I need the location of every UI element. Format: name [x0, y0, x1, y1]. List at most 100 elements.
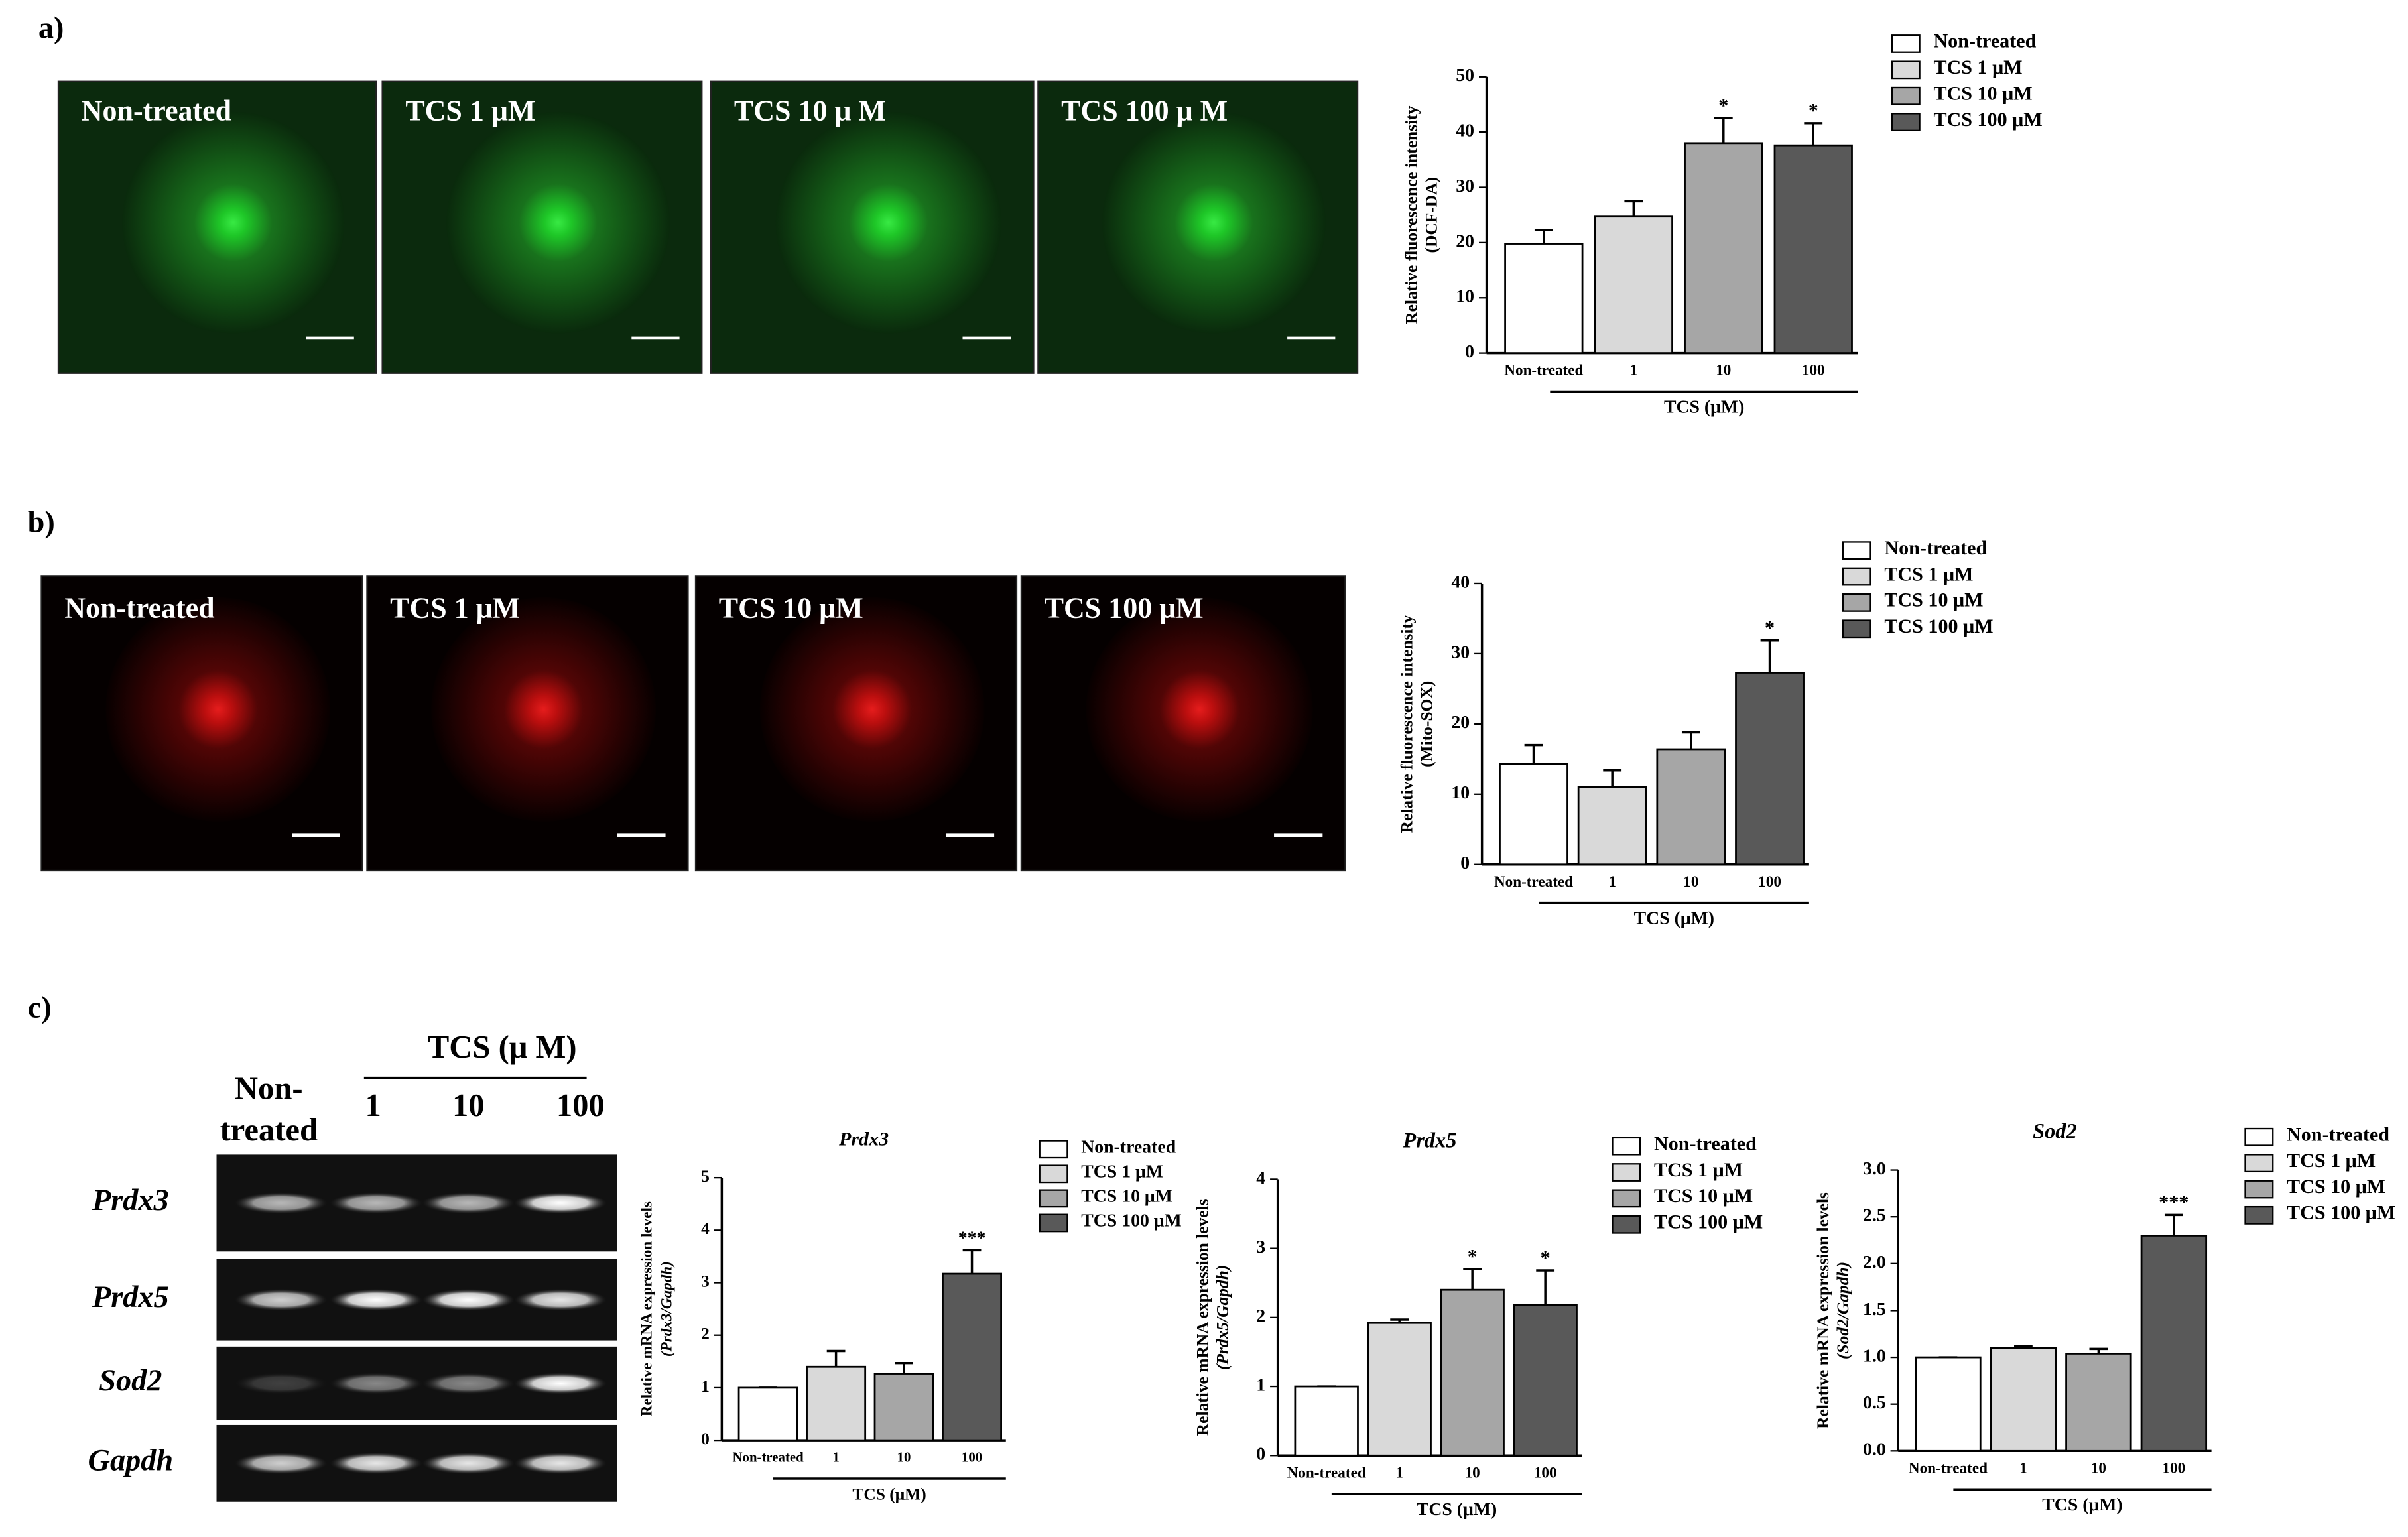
legend-label: Non-treated	[1654, 1132, 1757, 1154]
gel-band	[514, 1192, 607, 1214]
x-tick-label: 100	[2162, 1459, 2185, 1477]
legend-label: TCS 10 μM	[1884, 589, 1983, 611]
gel-row-label: Gapdh	[88, 1444, 174, 1477]
legend-label: TCS 100 μM	[2287, 1201, 2395, 1224]
y-tick-label: 2.0	[1863, 1252, 1886, 1272]
legend-label: TCS 1 μM	[1884, 562, 1973, 585]
chart-title: Sod2	[2033, 1119, 2077, 1143]
x-tick-label: 100	[1534, 1464, 1557, 1481]
y-tick-label: 2	[701, 1324, 710, 1343]
x-tick-label: Non-treated	[1504, 362, 1583, 379]
gel-band	[330, 1452, 422, 1475]
y-tick-label: 3	[701, 1271, 710, 1290]
y-axis-label: (Mito-SOX)	[1417, 681, 1436, 767]
x-tick-label: 10	[1716, 362, 1731, 379]
bar	[806, 1365, 867, 1442]
x-tick-label: 1	[1395, 1464, 1403, 1481]
legend-swatch	[1842, 567, 1871, 586]
bar	[737, 1386, 798, 1442]
legend-swatch	[1891, 86, 1921, 105]
y-axis-label: Relative fluorescence intensity	[1397, 615, 1416, 833]
image-label: TCS 10 μ M	[734, 94, 886, 127]
y-tick-label: 1	[701, 1377, 710, 1396]
gel-band	[422, 1289, 515, 1311]
y-tick-label: 40	[1451, 572, 1470, 592]
legend-swatch	[2244, 1205, 2274, 1225]
y-tick-label: 1.5	[1863, 1299, 1886, 1320]
legend-swatch	[1039, 1213, 1068, 1233]
legend-label: Non-treated	[1884, 536, 1987, 559]
x-tick-label: 10	[1683, 873, 1698, 891]
x-tick-label: 10	[1465, 1464, 1480, 1481]
bar	[1513, 1304, 1578, 1457]
legend-swatch	[1612, 1189, 1641, 1208]
y-tick-label: 4	[1256, 1168, 1265, 1188]
y-tick-label: 0	[1256, 1444, 1265, 1465]
gel-band	[235, 1289, 328, 1311]
legend-swatch	[1842, 619, 1871, 639]
legend-swatch	[1891, 34, 1921, 53]
legend-label: TCS 10 μM	[1654, 1184, 1753, 1207]
legend-label: TCS 100 μM	[1081, 1211, 1182, 1231]
y-tick-label: 20	[1456, 231, 1474, 251]
legend-swatch	[1891, 60, 1921, 80]
x-tick-label: 1	[1608, 873, 1616, 891]
image-label: Non-treated	[64, 592, 214, 625]
significance: *	[1808, 99, 1818, 122]
bar	[942, 1272, 1002, 1442]
legend-label: TCS 100 μM	[1884, 615, 1993, 637]
chart-title: Prdx5	[1402, 1129, 1456, 1152]
y-tick-label: 20	[1451, 712, 1470, 733]
gel-group-label: TCS (μ M)	[428, 1029, 577, 1065]
bar	[1656, 748, 1726, 866]
cell-glow	[105, 597, 331, 822]
group-label: TCS (μM)	[1664, 397, 1744, 417]
legend-label: Non-treated	[2287, 1123, 2389, 1146]
gel-band	[514, 1373, 607, 1394]
panel-label: a)	[38, 11, 64, 45]
legend-swatch	[2244, 1154, 2274, 1173]
y-tick-label: 0.0	[1863, 1440, 1886, 1460]
legend-label: TCS 10 μM	[2287, 1175, 2385, 1198]
gel-lane-label: 100	[556, 1087, 605, 1123]
x-tick-label: 1	[2019, 1459, 2027, 1477]
bar	[1367, 1322, 1432, 1457]
legend-label: TCS 1 μM	[1081, 1162, 1163, 1182]
gel-band	[422, 1192, 515, 1214]
y-tick-label: 0	[701, 1429, 710, 1448]
gel-lane-label: 10	[452, 1087, 485, 1123]
y-tick-label: 5	[701, 1166, 710, 1186]
gel-row-label: Sod2	[99, 1364, 162, 1398]
y-tick-label: 2.5	[1863, 1205, 1886, 1226]
gel-band	[514, 1452, 607, 1475]
legend-swatch	[1891, 113, 1921, 131]
cell-glow	[431, 597, 657, 822]
bar	[1294, 1385, 1359, 1457]
bar	[1990, 1347, 2057, 1452]
bar	[1684, 142, 1763, 354]
cell-glow	[1086, 597, 1313, 822]
gel-row-label: Prdx3	[92, 1184, 169, 1217]
legend-swatch	[1039, 1189, 1068, 1208]
bar	[2140, 1235, 2208, 1452]
significance: *	[1765, 616, 1775, 639]
legend-swatch	[1039, 1164, 1068, 1184]
y-axis-label: (Prdx5/Gapdh)	[1212, 1265, 1232, 1370]
legend-label: TCS 1 μM	[1654, 1158, 1743, 1181]
gel-row-label: Prdx5	[92, 1280, 169, 1314]
x-tick-label: 100	[962, 1449, 982, 1465]
gel-band	[330, 1289, 422, 1311]
legend-swatch	[2244, 1127, 2274, 1146]
bar	[1440, 1288, 1505, 1457]
cell-glow	[446, 111, 670, 334]
y-axis-label: Relative mRNA expression levels	[1192, 1199, 1212, 1436]
legend-swatch	[1842, 593, 1871, 612]
y-tick-label: 3	[1256, 1237, 1265, 1257]
gel-lane-label: Non-	[235, 1071, 303, 1107]
x-tick-label: Non-treated	[1494, 873, 1573, 891]
y-tick-label: 0	[1460, 853, 1470, 873]
y-tick-label: 30	[1456, 176, 1474, 196]
x-tick-label: 1	[1630, 362, 1638, 379]
y-tick-label: 10	[1451, 782, 1470, 803]
legend-label: TCS 1 μM	[2287, 1149, 2376, 1172]
